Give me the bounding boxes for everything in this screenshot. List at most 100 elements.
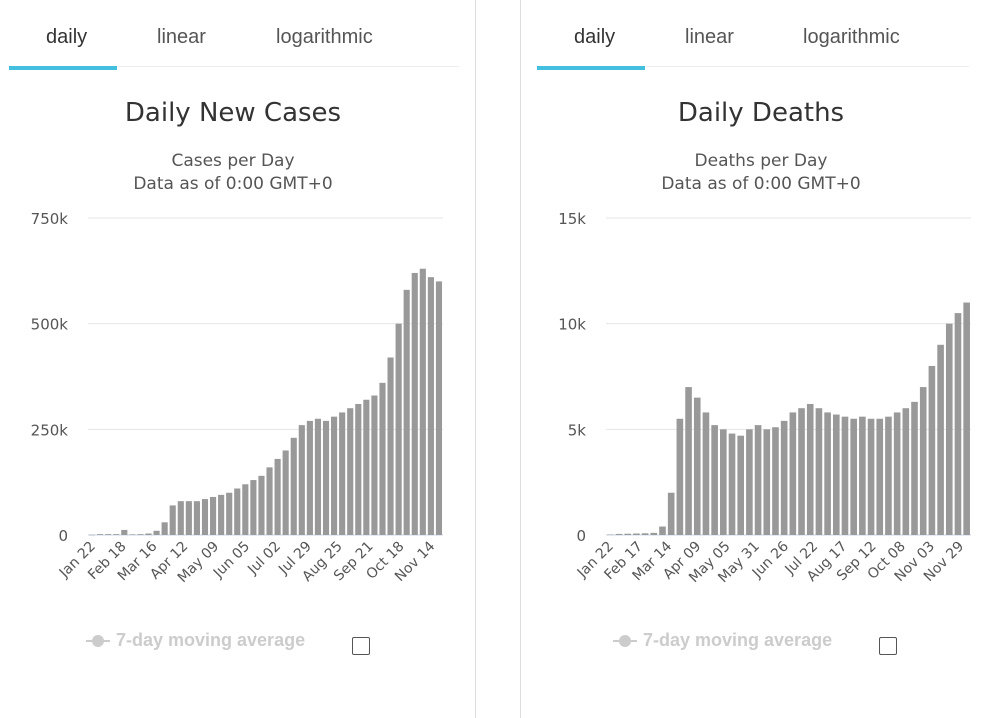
- bar: [314, 418, 322, 535]
- bar: [650, 532, 658, 535]
- moving-average-legend[interactable]: 7-day moving average: [613, 630, 832, 651]
- bar: [322, 420, 330, 535]
- bar: [919, 387, 927, 535]
- bar: [290, 437, 297, 535]
- bar: [667, 492, 675, 535]
- bar: [789, 412, 797, 535]
- bar: [371, 395, 378, 535]
- y-tick-label: 250k: [31, 421, 69, 439]
- bar: [832, 414, 840, 535]
- bar: [806, 403, 814, 535]
- bar: [153, 530, 160, 535]
- bar: [274, 458, 281, 535]
- chart-title: Daily Deaths: [677, 98, 845, 128]
- bar: [763, 429, 771, 535]
- bar: [435, 281, 443, 535]
- y-tick-label: 15k: [558, 210, 586, 228]
- bar: [859, 416, 866, 535]
- bar: [379, 382, 386, 535]
- bar: [411, 272, 418, 535]
- legend-label: 7-day moving average: [643, 630, 833, 650]
- bar: [250, 480, 257, 535]
- bar: [963, 302, 970, 535]
- legend-marker-icon: [613, 635, 637, 648]
- subtitle-line-1: Cases per Day: [171, 151, 295, 171]
- bar: [720, 429, 727, 535]
- bar: [395, 323, 402, 535]
- deaths-tabs: daily linear logarithmic: [536, 0, 969, 70]
- bar: [824, 412, 831, 535]
- bar: [129, 534, 136, 535]
- bar: [105, 534, 112, 535]
- bar: [185, 501, 192, 535]
- bar: [226, 492, 233, 535]
- bar: [169, 505, 176, 535]
- chart-subtitle: Cases per Day Data as of 0:00 GMT+0: [0, 150, 466, 196]
- bar: [347, 408, 354, 535]
- bar: [702, 412, 710, 535]
- bar: [403, 289, 410, 535]
- legend-marker-icon: [86, 635, 110, 648]
- bar: [954, 313, 962, 535]
- deaths-panel: daily linear logarithmic Daily Deaths De…: [520, 0, 984, 718]
- bar: [659, 526, 666, 535]
- subtitle-line-2: Data as of 0:00 GMT+0: [133, 174, 333, 194]
- bar: [780, 420, 788, 535]
- chart-title: Daily New Cases: [124, 98, 342, 128]
- moving-average-legend[interactable]: 7-day moving average: [86, 630, 305, 651]
- cases-panel: daily linear logarithmic Daily New Cases…: [0, 0, 476, 718]
- bar: [113, 534, 120, 535]
- bar: [841, 416, 849, 535]
- bar: [177, 501, 184, 535]
- bar: [693, 397, 701, 535]
- y-tick-label: 0: [576, 527, 586, 545]
- y-tick-label: 5k: [568, 421, 587, 439]
- bar: [161, 522, 168, 535]
- bar: [298, 425, 305, 535]
- bar: [815, 408, 823, 535]
- bar: [850, 418, 857, 535]
- bar: [641, 533, 649, 535]
- bar: [306, 420, 313, 535]
- tab-logarithmic[interactable]: logarithmic: [276, 26, 373, 48]
- bar: [624, 533, 632, 535]
- bar: [867, 418, 875, 535]
- legend-label: 7-day moving average: [116, 630, 306, 650]
- bar: [88, 534, 96, 536]
- bar: [201, 499, 209, 535]
- y-tick-label: 10k: [558, 316, 586, 334]
- subtitle-line-1: Deaths per Day: [694, 151, 828, 171]
- tab-daily[interactable]: daily: [574, 26, 616, 48]
- bar: [911, 401, 918, 535]
- bar: [928, 365, 936, 535]
- tab-daily[interactable]: daily: [46, 26, 88, 48]
- bar: [615, 533, 623, 535]
- bar: [234, 488, 241, 535]
- moving-average-checkbox[interactable]: [352, 637, 370, 655]
- bar: [937, 344, 944, 535]
- active-tab-indicator: [9, 66, 117, 70]
- bar: [676, 418, 684, 535]
- tab-linear[interactable]: linear: [157, 26, 206, 48]
- moving-average-checkbox[interactable]: [879, 637, 897, 655]
- x-tick-label: Jul 02: [244, 539, 284, 579]
- bar: [218, 494, 225, 535]
- bar: [97, 534, 104, 535]
- tab-linear[interactable]: linear: [685, 26, 734, 48]
- cases-tabs: daily linear logarithmic: [8, 0, 459, 70]
- bar: [137, 534, 144, 535]
- bar: [893, 412, 901, 535]
- bar: [209, 496, 217, 535]
- chart-subtitle: Deaths per Day Data as of 0:00 GMT+0: [536, 150, 984, 196]
- bar: [798, 408, 805, 535]
- bar: [728, 433, 736, 535]
- bar: [754, 425, 762, 535]
- tab-logarithmic[interactable]: logarithmic: [803, 26, 900, 48]
- bar: [607, 534, 614, 536]
- bar: [258, 475, 265, 535]
- bar: [355, 403, 362, 535]
- bar: [121, 529, 128, 535]
- bar: [339, 412, 346, 535]
- bar: [331, 416, 338, 535]
